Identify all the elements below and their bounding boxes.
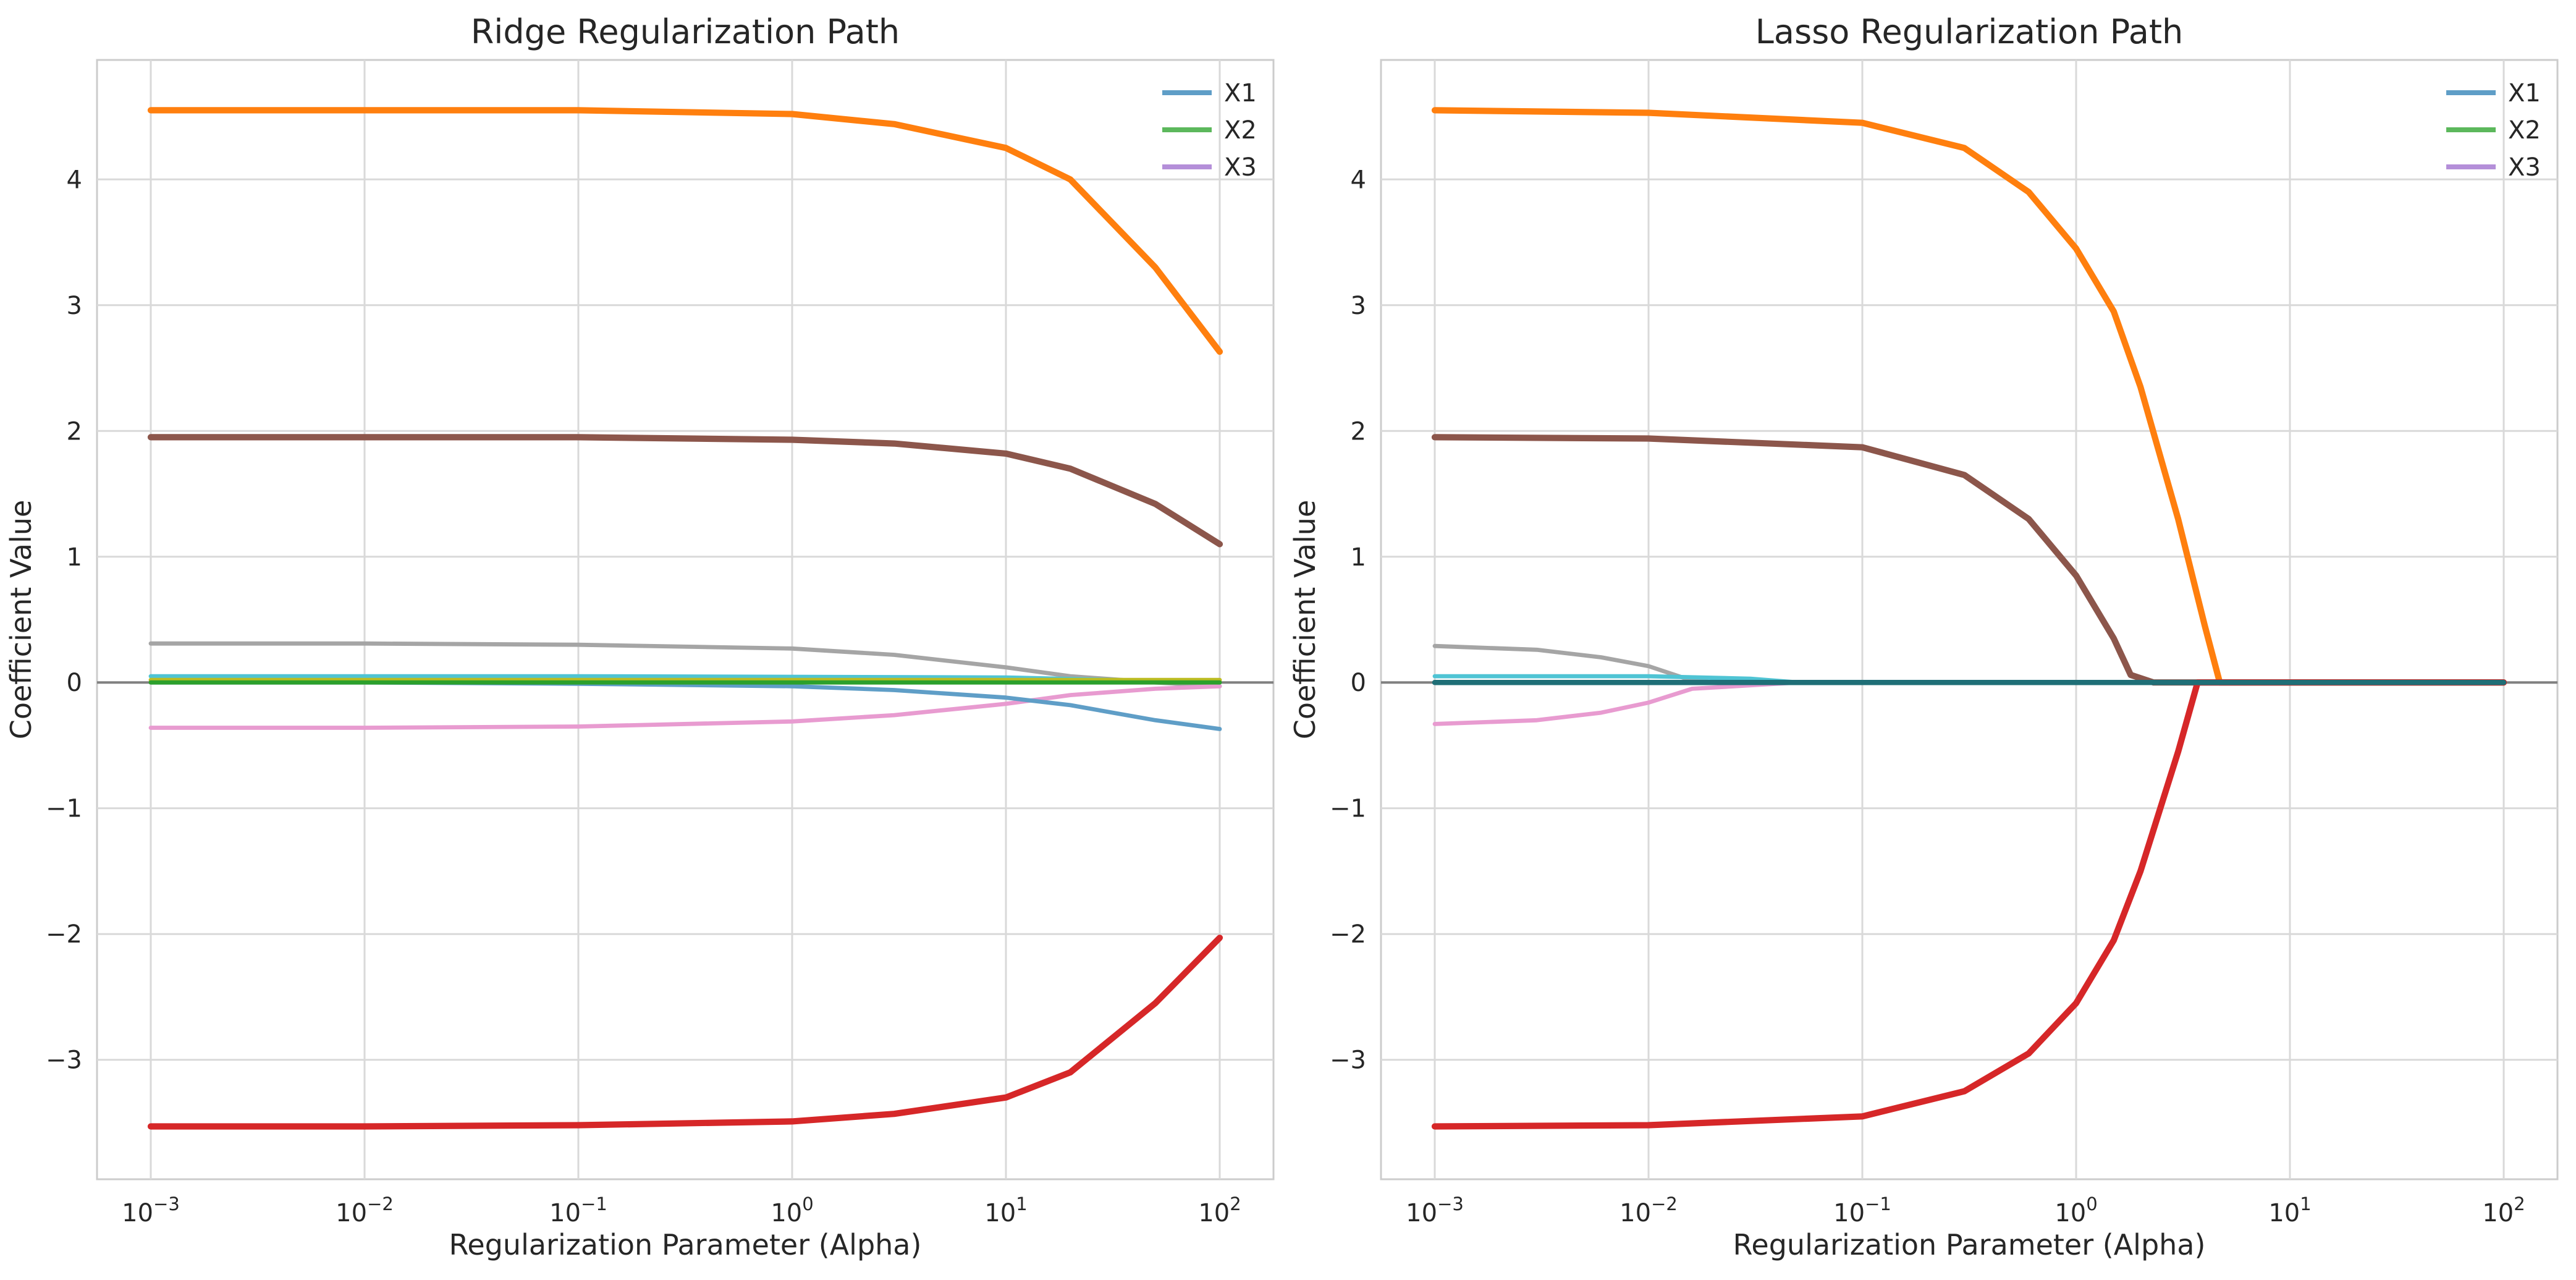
y-tick-label: 0 [67, 669, 82, 697]
grid-lines [1381, 60, 2557, 1179]
legend-label: X1 [2508, 79, 2541, 108]
legend-label: X2 [1224, 116, 1257, 145]
x-tick-label: 102 [1198, 1193, 1241, 1227]
plot-frame [1380, 59, 2559, 1180]
y-axis-label: Coefficient Value [1288, 500, 1322, 740]
x-tick-label: 10−1 [1833, 1193, 1891, 1227]
x-tick-label: 100 [2054, 1193, 2097, 1227]
lasso-chart-panel: 10−3 10−2 10−1 100 101 102 −3 −2 −1 0 1 2 3 4 X1 X2 X3… [1288, 12, 2559, 1261]
x-tick-label: 100 [771, 1193, 813, 1227]
legend: X1 X2 X3 [2446, 79, 2541, 182]
legend-label: X2 [2508, 116, 2541, 145]
grid-lines [97, 60, 1273, 1179]
y-tick-label: 1 [1351, 543, 1366, 572]
series-group [1431, 107, 2507, 1130]
y-tick-label: 2 [1351, 417, 1366, 446]
series-line-3 [1431, 679, 2507, 1130]
y-tick-label: 0 [1351, 669, 1366, 697]
x-tick-label: 102 [2482, 1193, 2525, 1227]
series-line-5 [148, 684, 1222, 730]
series-line-1 [147, 107, 1223, 355]
x-tick-label: 10−2 [336, 1193, 394, 1227]
x-tick-label: 10−1 [549, 1193, 607, 1227]
series-group [147, 107, 1223, 1130]
y-tick-label: −3 [1330, 1046, 1366, 1075]
chart-title: Ridge Regularization Path [471, 12, 900, 51]
plot-frame [96, 59, 1275, 1180]
legend-label: X3 [1224, 153, 1257, 182]
y-tick-label: 3 [1351, 292, 1366, 320]
x-tick-label: 10−2 [1620, 1193, 1678, 1227]
legend: X1 X2 X3 [1162, 79, 1257, 182]
x-axis-label: Regularization Parameter (Alpha) [449, 1228, 922, 1261]
x-tick-label: 10−3 [1406, 1193, 1464, 1227]
chart-title: Lasso Regularization Path [1755, 12, 2183, 51]
x-tick-labels: 10−3 10−2 10−1 100 101 102 [1406, 1193, 2525, 1227]
series-line-5 [1432, 680, 2506, 726]
x-tick-labels: 10−3 10−2 10−1 100 101 102 [122, 1193, 1241, 1227]
y-tick-label: 4 [67, 166, 82, 194]
y-tick-labels: −3 −2 −1 0 1 2 3 4 [46, 166, 82, 1074]
series-line-2 [1431, 434, 2507, 686]
ridge-chart-panel: 10−3 10−2 10−1 100 101 102 −3 −2 −1 0 1 2 3 4 X1 X2 X3… [4, 12, 1275, 1261]
y-tick-label: −2 [1330, 920, 1366, 949]
x-tick-label: 101 [984, 1193, 1027, 1227]
y-tick-label: 1 [67, 543, 82, 572]
legend-label: X1 [1224, 79, 1257, 108]
y-tick-label: 4 [1351, 166, 1366, 194]
y-tick-label: −1 [46, 795, 82, 823]
x-axis-label: Regularization Parameter (Alpha) [1733, 1228, 2206, 1261]
y-tick-label: −2 [46, 920, 82, 949]
x-tick-label: 101 [2268, 1193, 2311, 1227]
y-tick-label: −3 [46, 1046, 82, 1075]
y-tick-label: −1 [1330, 795, 1366, 823]
y-tick-label: 3 [67, 292, 82, 320]
series-line-3 [147, 935, 1223, 1130]
legend-label: X3 [2508, 153, 2541, 182]
y-tick-label: 2 [67, 417, 82, 446]
y-axis-label: Coefficient Value [4, 500, 38, 740]
x-tick-label: 10−3 [122, 1193, 180, 1227]
series-line-1 [1431, 107, 2507, 686]
series-line-2 [147, 434, 1223, 548]
y-tick-labels: −3 −2 −1 0 1 2 3 4 [1330, 166, 1366, 1074]
